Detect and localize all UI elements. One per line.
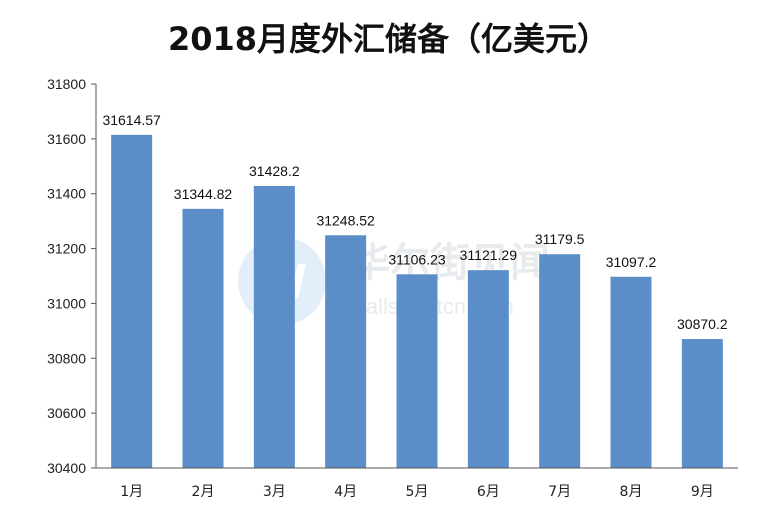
x-axis-labels: 1月 2月 3月 4月 5月 6月 7月 8月 9月 <box>120 484 714 500</box>
bar <box>325 235 367 468</box>
x-tick-label: 1月 <box>120 484 143 500</box>
data-label: 31121.29 <box>460 247 518 263</box>
bar <box>539 254 581 468</box>
data-label: 31106.23 <box>388 251 446 267</box>
x-tick-label: 4月 <box>334 484 357 500</box>
bar-series <box>111 134 723 469</box>
y-tick-label: 31800 <box>47 76 86 92</box>
y-tick-label: 31600 <box>47 131 86 147</box>
bar <box>396 274 438 468</box>
data-label: 31614.57 <box>102 112 161 128</box>
bar <box>111 134 153 469</box>
y-tick-label: 31000 <box>47 295 86 311</box>
y-tick-label: 30400 <box>47 460 86 476</box>
x-tick-label: 3月 <box>263 484 286 500</box>
data-label: 31097.2 <box>606 254 657 270</box>
x-tick-label: 6月 <box>477 484 500 500</box>
x-tick-label: 8月 <box>620 484 643 500</box>
data-label: 31179.5 <box>535 231 585 247</box>
data-label: 31428.2 <box>249 163 300 179</box>
bar <box>610 276 652 468</box>
x-tick-label: 5月 <box>406 484 429 500</box>
y-tick-label: 30600 <box>47 405 86 421</box>
y-tick-label: 31200 <box>47 241 86 257</box>
data-labels: 31614.57 31344.82 31428.2 31248.52 31106.23 3… <box>102 112 727 332</box>
x-tick-label: 2月 <box>192 484 215 500</box>
x-tick-label: 9月 <box>691 484 714 500</box>
data-label: 31344.82 <box>174 186 233 202</box>
data-label: 30870.2 <box>677 316 728 332</box>
x-tick-label: 7月 <box>548 484 571 500</box>
watermark-brand: 华尔街见闻 <box>350 240 550 286</box>
bar <box>253 185 295 468</box>
y-tick-label: 31400 <box>47 186 86 202</box>
y-tick-label: 30800 <box>47 350 86 366</box>
chart-title: 2018月度外汇储备（亿美元） <box>167 20 610 58</box>
bar <box>182 208 224 468</box>
y-axis: 30400 30600 30800 31000 31200 31400 31600 31800 <box>47 76 96 476</box>
data-label: 31248.52 <box>316 212 375 228</box>
bar <box>467 270 509 468</box>
bar <box>681 339 723 468</box>
